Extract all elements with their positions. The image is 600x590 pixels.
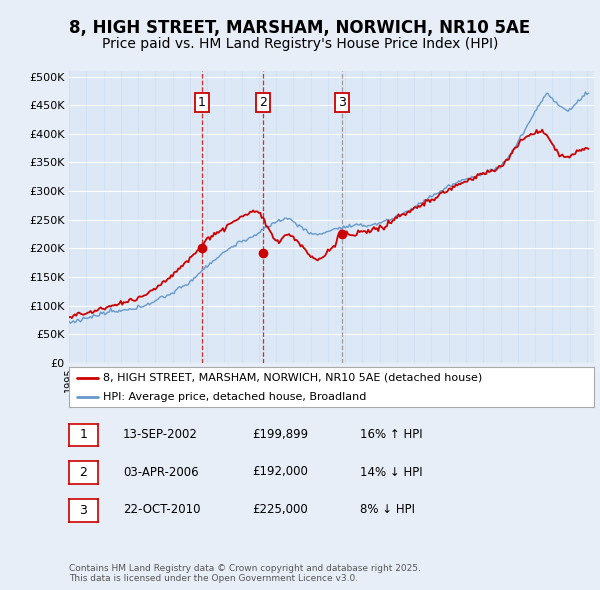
Text: 8% ↓ HPI: 8% ↓ HPI <box>360 503 415 516</box>
Text: 2: 2 <box>259 96 267 109</box>
Text: 2: 2 <box>79 466 88 479</box>
Text: £225,000: £225,000 <box>252 503 308 516</box>
Text: 03-APR-2006: 03-APR-2006 <box>123 466 199 478</box>
Text: Price paid vs. HM Land Registry's House Price Index (HPI): Price paid vs. HM Land Registry's House … <box>102 37 498 51</box>
Text: 3: 3 <box>338 96 346 109</box>
Text: 8, HIGH STREET, MARSHAM, NORWICH, NR10 5AE (detached house): 8, HIGH STREET, MARSHAM, NORWICH, NR10 5… <box>103 373 482 383</box>
Text: HPI: Average price, detached house, Broadland: HPI: Average price, detached house, Broa… <box>103 392 367 402</box>
Text: £199,899: £199,899 <box>252 428 308 441</box>
Text: 13-SEP-2002: 13-SEP-2002 <box>123 428 198 441</box>
Text: 1: 1 <box>198 96 206 109</box>
Text: 14% ↓ HPI: 14% ↓ HPI <box>360 466 422 478</box>
Text: £192,000: £192,000 <box>252 466 308 478</box>
Text: 8, HIGH STREET, MARSHAM, NORWICH, NR10 5AE: 8, HIGH STREET, MARSHAM, NORWICH, NR10 5… <box>70 19 530 37</box>
Text: 1: 1 <box>79 428 88 441</box>
Text: 16% ↑ HPI: 16% ↑ HPI <box>360 428 422 441</box>
Text: 3: 3 <box>79 504 88 517</box>
Text: 22-OCT-2010: 22-OCT-2010 <box>123 503 200 516</box>
Text: Contains HM Land Registry data © Crown copyright and database right 2025.
This d: Contains HM Land Registry data © Crown c… <box>69 563 421 583</box>
